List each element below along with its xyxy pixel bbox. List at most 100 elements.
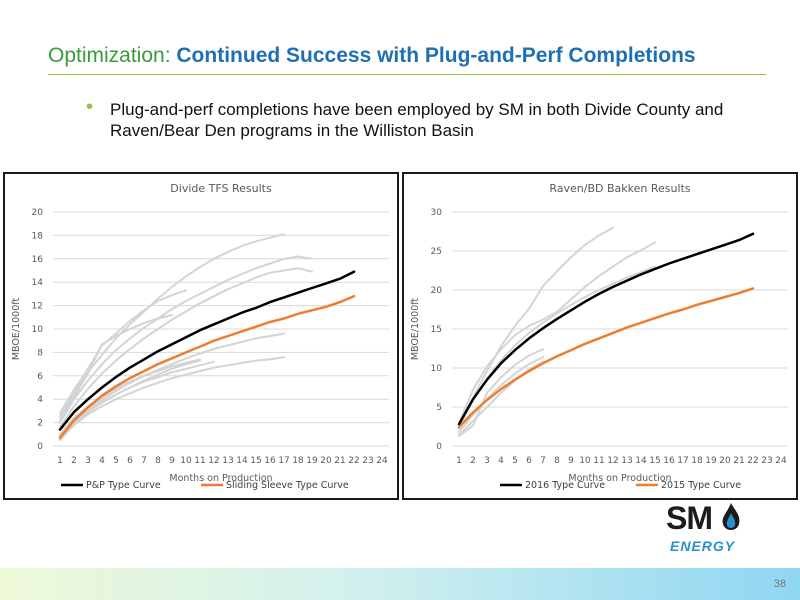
legend-label: Sliding Sleeve Type Curve <box>226 480 349 491</box>
x-axis-label: Months on Production <box>169 473 272 484</box>
chart-divide-tfs: Divide TFS Results 0 2 4 6 8 10 12 14 16 18 20 1 2 3 4 5… <box>3 172 399 500</box>
x-tick-label: 17 <box>677 456 688 466</box>
x-tick-label: 23 <box>761 456 772 466</box>
legend-label: 2015 Type Curve <box>661 480 741 491</box>
x-tick-label: 1 <box>57 456 63 466</box>
x-tick-label: 3 <box>85 456 91 466</box>
x-tick-label: 18 <box>292 456 304 466</box>
bullet-marker: • <box>86 96 94 118</box>
title-prefix: Optimization: <box>48 44 177 67</box>
x-tick-label: 21 <box>733 456 744 466</box>
x-tick-label: 22 <box>747 456 758 466</box>
x-tick-label: 4 <box>99 456 105 466</box>
legend-label: 2016 Type Curve <box>525 480 605 491</box>
x-axis-label: Months on Production <box>568 473 671 484</box>
well-curve-line <box>59 314 173 422</box>
x-tick-label: 21 <box>334 456 345 466</box>
well-curve-line <box>458 360 544 437</box>
title-divider <box>48 74 766 75</box>
x-tick-label: 24 <box>376 456 388 466</box>
x-tick-label: 13 <box>222 456 233 466</box>
chart-title: Raven/BD Bakken Results <box>549 182 690 195</box>
x-tick-label: 20 <box>320 456 332 466</box>
y-tick-label: 0 <box>37 442 43 452</box>
series-line-p-p-type-curve <box>58 270 356 431</box>
y-tick-label: 18 <box>32 231 44 241</box>
x-tick-label: 5 <box>113 456 119 466</box>
x-tick-label: 3 <box>484 456 490 466</box>
legend-label: P&P Type Curve <box>86 480 161 491</box>
logo-subtext: ENERGY <box>670 538 736 554</box>
x-tick-label: 2 <box>71 456 77 466</box>
x-tick-label: 6 <box>526 456 532 466</box>
chart-title: Divide TFS Results <box>170 182 272 195</box>
x-tick-label: 9 <box>169 456 175 466</box>
x-tick-label: 9 <box>568 456 574 466</box>
x-tick-label: 22 <box>348 456 359 466</box>
sm-energy-logo: SM ENERGY <box>660 500 750 562</box>
well-curve-line <box>458 241 656 424</box>
x-tick-label: 7 <box>540 456 546 466</box>
y-tick-label: 16 <box>32 255 44 265</box>
x-tick-label: 15 <box>250 456 261 466</box>
well-curve-line <box>458 356 544 433</box>
y-tick-label: 25 <box>431 247 442 257</box>
chart-raven-bd-bakken: Raven/BD Bakken Results 0 5 10 15 20 25 30 1 2 3 4 5… <box>402 172 798 500</box>
y-tick-label: 12 <box>32 302 43 312</box>
y-tick-label: 0 <box>436 442 442 452</box>
x-tick-label: 1 <box>456 456 462 466</box>
x-tick-label: 4 <box>498 456 504 466</box>
y-axis-label: MBOE/1000ft <box>11 298 22 361</box>
x-tick-label: 5 <box>512 456 518 466</box>
well-curve-line <box>458 348 544 437</box>
x-tick-label: 17 <box>278 456 289 466</box>
x-tick-label: 7 <box>141 456 147 466</box>
x-tick-label: 19 <box>705 456 717 466</box>
well-curve-line <box>59 233 285 418</box>
x-tick-label: 11 <box>593 456 604 466</box>
y-axis-label: MBOE/1000ft <box>410 298 421 361</box>
y-tick-label: 14 <box>32 278 44 288</box>
well-curve-line <box>59 332 285 437</box>
bullet-text: Plug-and-perf completions have been empl… <box>110 100 724 140</box>
x-tick-label: 11 <box>194 456 205 466</box>
x-tick-label: 12 <box>607 456 618 466</box>
x-tick-label: 13 <box>621 456 632 466</box>
x-tick-label: 10 <box>180 456 192 466</box>
series-line-2016-type-curve <box>457 232 755 426</box>
y-tick-label: 8 <box>37 348 43 358</box>
footer-band <box>0 568 800 600</box>
well-curve-line <box>59 359 201 440</box>
x-tick-label: 16 <box>264 456 276 466</box>
y-tick-label: 2 <box>37 419 43 429</box>
y-tick-label: 15 <box>431 325 442 335</box>
y-tick-label: 10 <box>431 364 443 374</box>
x-tick-label: 12 <box>208 456 219 466</box>
y-tick-label: 5 <box>436 403 442 413</box>
logo-text: SM <box>666 500 713 536</box>
well-curve-line <box>59 289 187 415</box>
series-line-sliding-sleeve-type-curve <box>58 294 356 440</box>
x-tick-label: 14 <box>635 456 647 466</box>
y-tick-label: 6 <box>37 372 43 382</box>
x-tick-label: 2 <box>470 456 476 466</box>
well-curve-line <box>59 255 313 424</box>
x-tick-label: 15 <box>649 456 660 466</box>
x-tick-label: 6 <box>127 456 133 466</box>
x-tick-label: 20 <box>719 456 731 466</box>
x-tick-label: 8 <box>155 456 161 466</box>
y-tick-label: 30 <box>431 208 443 218</box>
x-tick-label: 19 <box>306 456 318 466</box>
y-tick-label: 4 <box>37 395 43 405</box>
series-line-2015-type-curve <box>457 287 755 429</box>
well-curve-line <box>59 356 285 442</box>
x-tick-label: 16 <box>663 456 675 466</box>
slide-title: Optimization: Continued Success with Plu… <box>48 44 696 68</box>
well-curve-line <box>59 267 313 429</box>
x-tick-label: 23 <box>362 456 373 466</box>
y-tick-label: 20 <box>32 208 44 218</box>
x-tick-label: 14 <box>236 456 248 466</box>
title-main: Continued Success with Plug-and-Perf Com… <box>176 44 696 67</box>
